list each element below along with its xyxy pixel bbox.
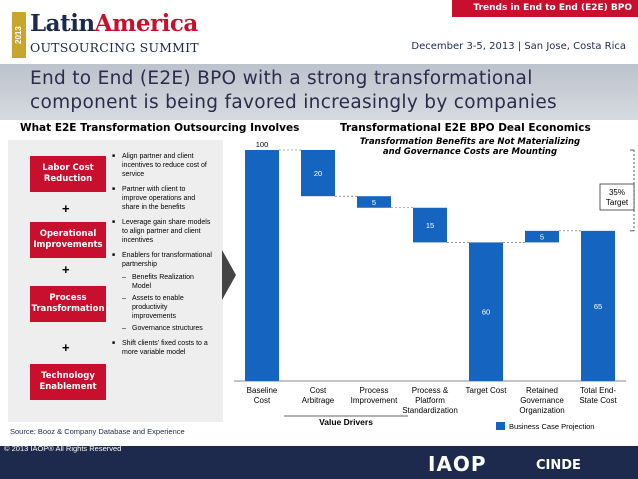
value-drivers-label: Value Drivers [319, 417, 373, 427]
bullet-item: Leverage gain share models to align part… [112, 218, 212, 245]
bar [357, 196, 391, 208]
sub-bullet-item: Benefits Realization Model [112, 273, 212, 291]
right-arrow-icon [222, 250, 236, 300]
category-label: Cost [254, 396, 271, 405]
plus-sign: + [62, 201, 70, 216]
pillar-labor-cost: Labor Cost Reduction [30, 156, 106, 192]
category-label: Platform [415, 396, 445, 405]
event-info: December 3-5, 2013 | San Jose, Costa Ric… [411, 41, 626, 52]
target-annotation: Target [606, 198, 629, 207]
data-label: 20 [314, 169, 322, 178]
header-banner: Trends in End to End (E2E) BPO 2013 Lati… [0, 0, 638, 64]
logo-america: America [94, 10, 199, 37]
waterfall-chart: Transformation Benefits are Not Material… [234, 137, 635, 431]
chart-subtitle: and Governance Costs are Mounting [383, 147, 557, 157]
legend-label: Business Case Projection [509, 422, 594, 431]
copyright-text: © 2013 IAOP® All Rights Reserved [4, 444, 122, 453]
logo-title: LatinAmerica [30, 10, 198, 37]
category-label: State Cost [579, 396, 617, 405]
pillar-operational: Operational Improvements [30, 222, 106, 258]
slide-title: End to End (E2E) BPO with a strong trans… [30, 68, 557, 113]
summit-logo: 2013 LatinAmerica OUTSOURCING SUMMIT [12, 10, 252, 58]
bar [245, 150, 279, 381]
pillar-process: Process Transformation [30, 286, 106, 322]
cinde-logo: CINDE [536, 458, 581, 473]
source-note: Source: Booz & Company Database and Expe… [10, 427, 185, 436]
data-label: 5 [372, 198, 376, 207]
footer-bar [0, 446, 638, 479]
data-label: 100 [256, 140, 269, 149]
sub-bullet-item: Governance structures [112, 324, 212, 333]
category-label: Process [360, 386, 389, 395]
logo-latin: Latin [30, 10, 95, 37]
target-annotation: 35% [609, 188, 625, 197]
plus-sign: + [62, 340, 70, 355]
category-label: Arbitrage [302, 396, 335, 405]
plus-sign: + [62, 262, 70, 277]
category-label: Retained [526, 386, 558, 395]
bullet-list: Align partner and client incentives to r… [112, 152, 212, 361]
logo-subtitle: OUTSOURCING SUMMIT [30, 40, 199, 55]
data-label: 5 [540, 233, 544, 242]
bar [301, 150, 335, 197]
bar [413, 207, 447, 243]
bar [581, 230, 615, 381]
title-bar: End to End (E2E) BPO with a strong trans… [0, 64, 638, 120]
chart-subtitle: Transformation Benefits are Not Material… [360, 137, 580, 147]
bullet-item: Shift clients' fixed costs to a more var… [112, 339, 212, 357]
bullet-item: Partner with client to improve operation… [112, 185, 212, 212]
right-heading: Transformational E2E BPO Deal Economics [340, 122, 591, 134]
category-label: Process & [412, 386, 449, 395]
left-heading: What E2E Transformation Outsourcing Invo… [20, 122, 300, 134]
bar [469, 242, 503, 381]
data-label: 15 [426, 221, 434, 230]
category-label: Target Cost [466, 386, 508, 395]
category-label: Standardization [402, 406, 458, 415]
bar [525, 230, 559, 243]
data-label: 60 [482, 308, 490, 317]
category-label: Organization [519, 406, 564, 415]
section-tag: Trends in End to End (E2E) BPO [452, 0, 638, 17]
target-box [599, 183, 635, 211]
pillar-technology: Technology Enablement [30, 364, 106, 400]
bullet-item: Align partner and client incentives to r… [112, 152, 212, 179]
category-label: Governance [520, 396, 564, 405]
category-label: Cost [310, 386, 327, 395]
iaop-logo: IAOP [428, 452, 487, 476]
data-label: 65 [594, 302, 602, 311]
sub-bullet-item: Assets to enable productivity improvemen… [112, 294, 212, 321]
category-label: Improvement [351, 396, 398, 405]
category-label: Baseline [247, 386, 278, 395]
legend-swatch [496, 422, 505, 430]
category-label: Total End- [580, 386, 616, 395]
bullet-item: Enablers for transformational partnershi… [112, 251, 212, 269]
